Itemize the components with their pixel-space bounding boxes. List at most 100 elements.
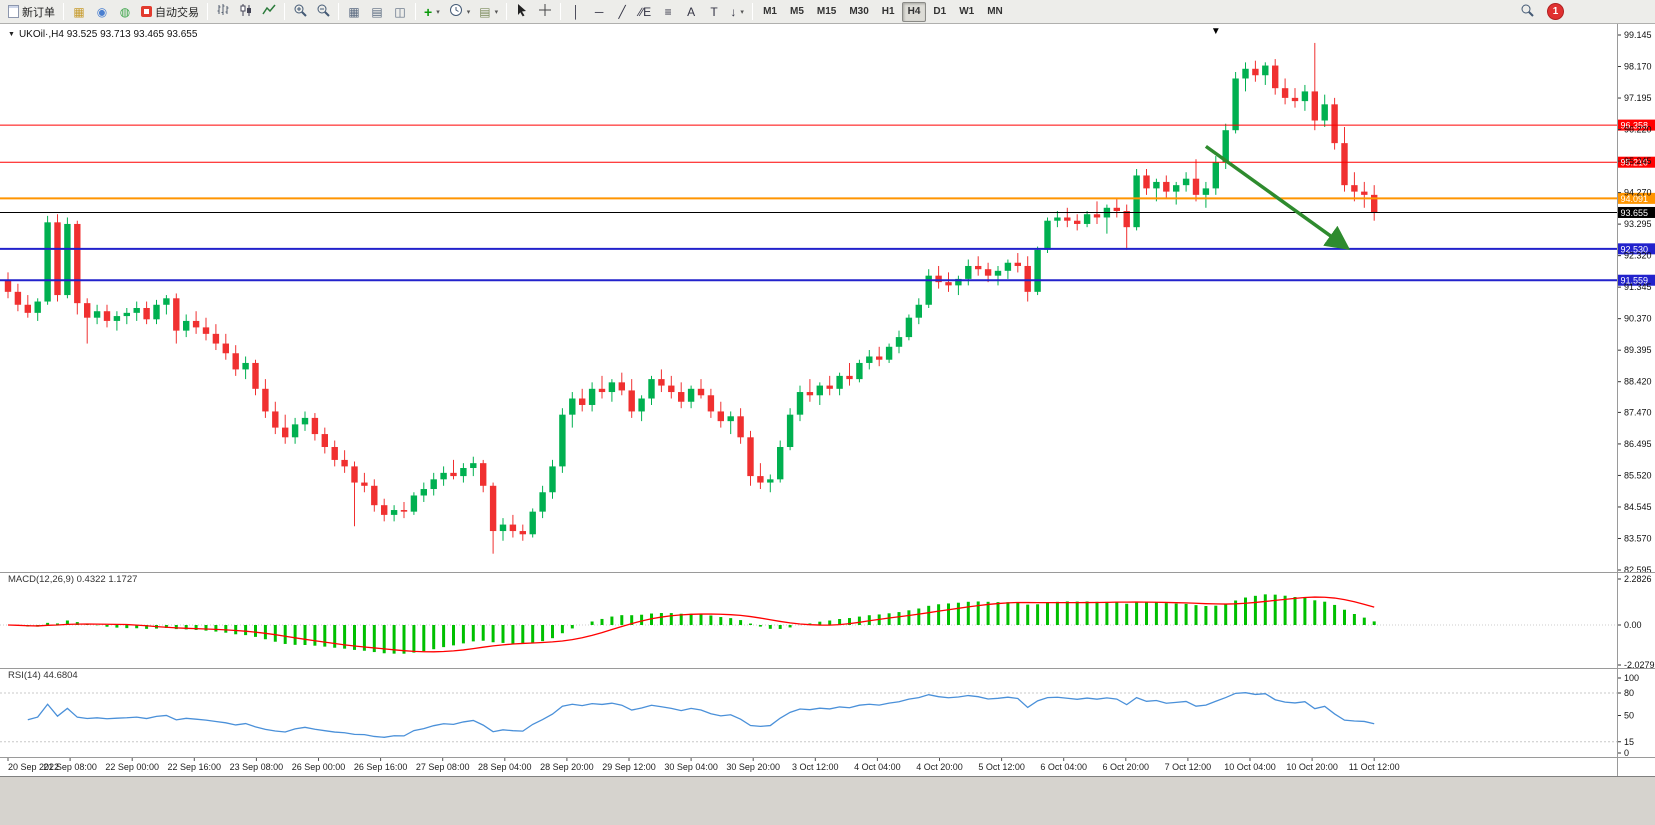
candle-body [54, 222, 61, 296]
candle-body [1252, 68, 1259, 76]
candle-body [796, 392, 804, 415]
fibonacci-tool-button[interactable]: ≡ [657, 2, 679, 22]
text-tool-button[interactable]: A [680, 2, 702, 22]
tile-windows-button[interactable]: ▦ [343, 2, 365, 22]
candle-body [1034, 249, 1041, 292]
text-label-tool-button[interactable]: T [703, 2, 725, 22]
price-tick-label: 96.220 [1624, 125, 1652, 135]
macd-panel[interactable]: 2.2826 0.00 -2.0279 [0, 574, 1655, 670]
separator [284, 3, 285, 20]
equidistant-channel-tool-button[interactable]: ∕∕E [634, 2, 656, 22]
price-badge-text: 94.091 [1621, 194, 1649, 204]
candle-body [1341, 143, 1348, 186]
bar-marker-icon[interactable]: ▼ [1211, 26, 1221, 37]
timeframe-M1[interactable]: M1 [763, 6, 777, 17]
price-tick-label: 82.595 [1624, 565, 1652, 575]
collapse-icon[interactable]: ▼ [8, 31, 15, 38]
line-chart-button[interactable] [258, 2, 280, 22]
timeframe-M30[interactable]: M30 [849, 6, 869, 17]
zoom-in-button[interactable] [289, 2, 311, 22]
candle-body [400, 510, 408, 512]
price-axis[interactable]: 99.145 98.170 97.195 96.220 95.245 94.270 93.2… [1617, 30, 1652, 575]
candle-body [202, 327, 210, 334]
candle-body [1143, 175, 1150, 189]
candle-body [133, 307, 140, 313]
candle-body [519, 531, 526, 535]
candle-body [1192, 178, 1200, 195]
caret-icon: ▾ [436, 8, 440, 16]
line-chart-icon [262, 3, 276, 20]
candlestick-chart-button[interactable] [235, 2, 257, 22]
price-tick-label: 90.370 [1624, 314, 1652, 324]
refresh-icon: ◍ [119, 4, 131, 19]
search-button[interactable] [1516, 2, 1538, 22]
price-badge-bg [1618, 119, 1655, 131]
autotrading-button[interactable]: 自动交易 [137, 2, 203, 22]
price-tick-label: 95.245 [1624, 156, 1652, 166]
notification-badge[interactable]: 1 [1548, 4, 1563, 19]
horizontal-line-tool-button[interactable]: ─ [588, 2, 610, 22]
timeframe-W1[interactable]: W1 [959, 6, 975, 17]
candle-body [1153, 181, 1160, 189]
bar-chart-button[interactable] [212, 2, 234, 22]
templates-button[interactable]: ▤ ▾ [475, 2, 502, 22]
new-order-icon [8, 5, 19, 18]
candle-body [608, 382, 616, 393]
profile-button[interactable]: ◉ [91, 2, 113, 22]
arrows-tool-button[interactable]: ↓ ▾ [726, 2, 748, 22]
candle-body [311, 417, 319, 435]
candle-body [410, 495, 418, 512]
chart-title: ▼ UKOil·,H4 93.525 93.713 93.465 93.655 [8, 29, 197, 40]
candle-body [470, 463, 477, 469]
candle-body [1024, 265, 1031, 292]
timeframe-D1[interactable]: D1 [933, 6, 947, 17]
arrange-windows-button[interactable]: ▤ [366, 2, 388, 22]
chart-canvas[interactable]: 96.35895.21094.09192.53091.55993.65599.1… [0, 24, 1655, 825]
separator [338, 3, 339, 20]
new-order-button[interactable]: 新订单 [4, 2, 59, 22]
timeframe-M15[interactable]: M15 [816, 6, 837, 17]
add-indicator-icon: + [424, 3, 433, 20]
candle-body [1173, 185, 1180, 192]
timeframe-H1[interactable]: H1 [881, 6, 895, 17]
rsi-panel[interactable]: 100 80 50 150 [0, 673, 1639, 758]
time-label: 26 Sep 00:00 [292, 762, 346, 772]
trendline-tool-button[interactable]: ╱ [611, 2, 633, 22]
rsi-line[interactable] [27, 692, 1375, 738]
rsi-tick-label: 15 [1624, 737, 1634, 747]
chart-window[interactable]: 96.358 95.210 94.091 92.530 91.559 93.655 99.1… [0, 24, 1655, 825]
time-label: 22 Sep 00:00 [105, 762, 159, 772]
timeframe-H4[interactable]: H4 [901, 1, 927, 22]
price-tick-label: 84.545 [1624, 502, 1652, 512]
time-label: 30 Sep 20:00 [726, 762, 780, 772]
cascade-windows-button[interactable]: ◫ [389, 2, 411, 22]
separator [207, 3, 208, 20]
candle-body [173, 298, 180, 331]
trend-arrow[interactable] [1204, 144, 1351, 251]
timeframe-MN[interactable]: MN [987, 6, 1003, 17]
candle-body [390, 510, 398, 515]
candle-body [1311, 91, 1318, 121]
candle-body [331, 446, 338, 460]
time-label: 22 Sep 16:00 [168, 762, 222, 772]
crosshair-button[interactable] [534, 2, 556, 22]
cursor-button[interactable] [511, 2, 533, 22]
refresh-button[interactable]: ◍ [114, 2, 136, 22]
candle-body [826, 385, 833, 389]
new-order-label: 新订单 [22, 6, 55, 19]
chart-windows-button[interactable]: ▦ [68, 2, 90, 22]
price-badge-bg [1618, 156, 1655, 168]
timeframe-M5[interactable]: M5 [789, 6, 804, 17]
candle-body [777, 446, 784, 480]
vertical-line-tool-button[interactable]: │ [565, 2, 587, 22]
zoom-out-button[interactable] [312, 2, 334, 22]
periods-button[interactable]: ▾ [445, 2, 475, 22]
indicators-button[interactable]: + ▾ [420, 2, 444, 22]
toolbar-right-group: 1 [1516, 2, 1563, 22]
candle-body [321, 434, 328, 447]
candle-body [381, 505, 388, 515]
chart-windows-icon: ▦ [73, 4, 85, 19]
candle-body [895, 337, 903, 347]
time-label: 21 Sep 08:00 [43, 762, 97, 772]
